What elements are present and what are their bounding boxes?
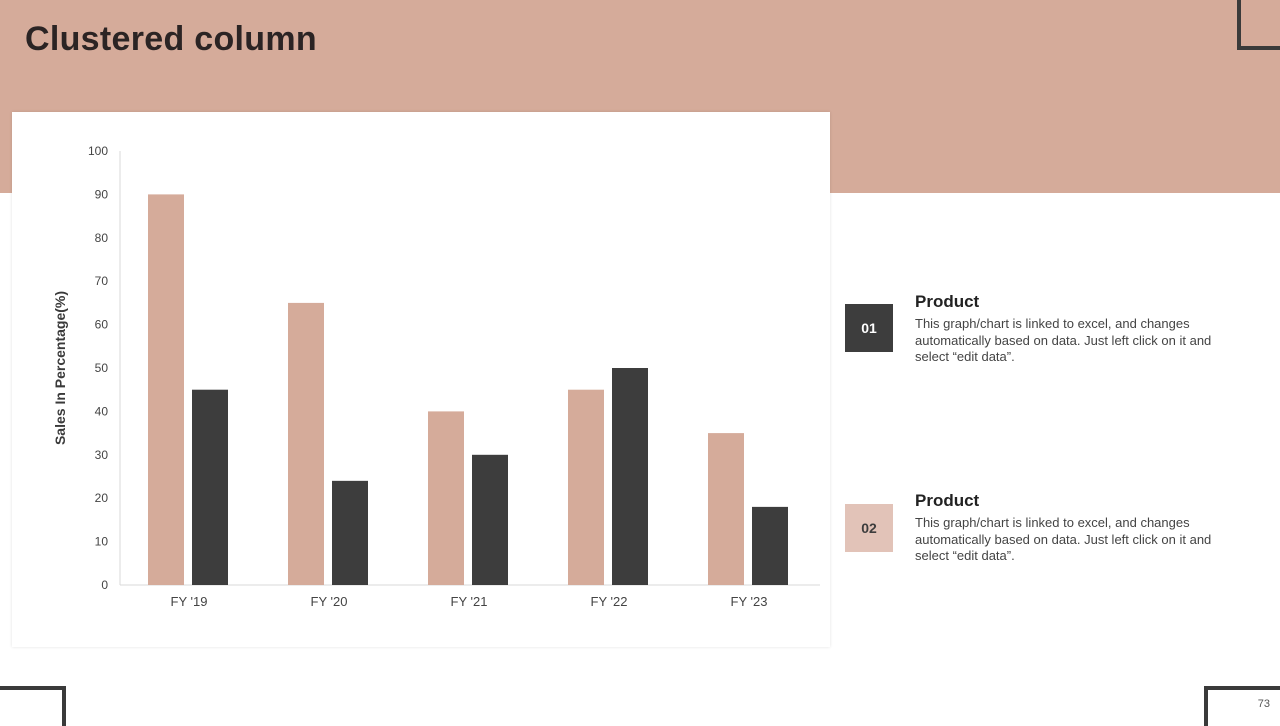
bar-series1-2 <box>428 411 464 585</box>
corner-bracket-bottom-right <box>1204 686 1280 726</box>
y-tick-label: 100 <box>88 144 108 158</box>
clustered-column-chart: 0 10 20 30 40 50 60 70 80 90 100 Sales In Percentag… <box>52 144 820 609</box>
y-tick-label: 50 <box>95 361 109 375</box>
y-axis-title: Sales In Percentage(%) <box>52 291 68 445</box>
legend-item-product-2: 02 Product This graph/chart is linked to… <box>845 491 1245 571</box>
bar-series2-3 <box>612 368 648 585</box>
corner-bracket-bottom-left <box>0 686 66 726</box>
page-title: Clustered column <box>25 20 317 58</box>
legend-item-product-1: 01 Product This graph/chart is linked to… <box>845 292 1245 372</box>
x-tick-label: FY '20 <box>311 594 348 609</box>
page-number: 73 <box>1257 698 1270 710</box>
bar-series2-2 <box>472 454 508 585</box>
x-tick-label: FY '23 <box>731 594 768 609</box>
legend-description: This graph/chart is linked to excel, and… <box>915 316 1212 364</box>
bar-series2-1 <box>332 480 368 585</box>
bar-series1-1 <box>288 302 324 585</box>
bar-series2-0 <box>192 389 228 585</box>
bar-series1-4 <box>708 433 744 585</box>
legend-heading: Product <box>915 292 980 311</box>
bar-series2-4 <box>752 506 788 585</box>
y-tick-label: 60 <box>95 318 109 332</box>
y-tick-label: 10 <box>95 535 109 549</box>
legend-description: This graph/chart is linked to excel, and… <box>915 515 1212 563</box>
y-tick-label: 70 <box>95 274 109 288</box>
legend-number-badge: 01 <box>845 304 893 352</box>
bar-series1-0 <box>148 194 184 585</box>
legend-heading: Product <box>915 491 980 510</box>
x-tick-label: FY '21 <box>451 594 488 609</box>
x-tick-label: FY '22 <box>591 594 628 609</box>
y-tick-label: 90 <box>95 187 109 201</box>
y-tick-label: 40 <box>95 404 109 418</box>
y-tick-label: 0 <box>101 578 108 592</box>
y-tick-label: 20 <box>95 491 109 505</box>
corner-bracket-top-right <box>1237 0 1280 50</box>
y-tick-label: 30 <box>95 448 109 462</box>
y-tick-label: 80 <box>95 231 109 245</box>
bar-series1-3 <box>568 389 604 585</box>
chart-card: 0 10 20 30 40 50 60 70 80 90 100 Sales In Percentag… <box>12 112 830 647</box>
legend-number-badge: 02 <box>845 504 893 552</box>
x-tick-label: FY '19 <box>171 594 208 609</box>
